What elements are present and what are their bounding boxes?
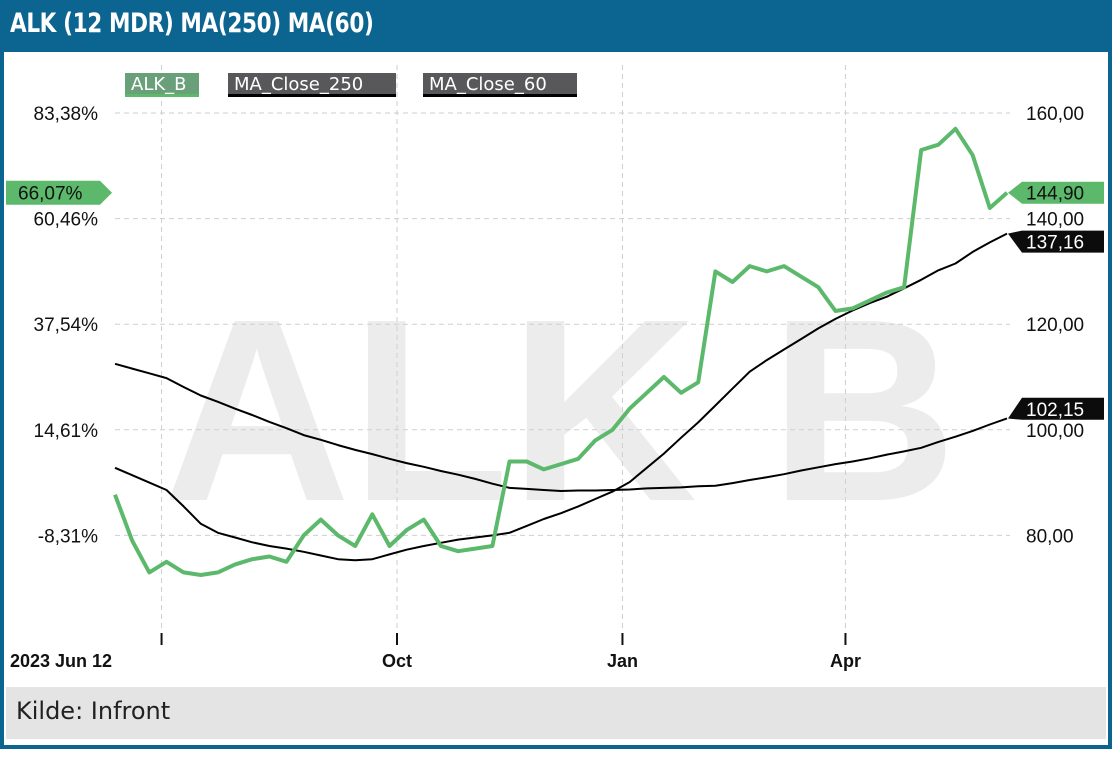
y-left-tick-label: 14,61% bbox=[34, 421, 99, 442]
watermark: ALK B bbox=[163, 266, 957, 556]
y-left-tick-label: 83,38% bbox=[34, 104, 99, 125]
chart-title: ALK (12 MDR) MA(250) MA(60) bbox=[10, 8, 374, 39]
last-pct-tag-bg bbox=[6, 180, 112, 205]
x-tick-label: Apr bbox=[830, 651, 861, 671]
y-right-tick-label: 140,00 bbox=[1026, 210, 1084, 231]
y-left-tick-label: 60,46% bbox=[34, 210, 99, 231]
chart-header: ALK (12 MDR) MA(250) MA(60) bbox=[0, 0, 1112, 52]
last-ma250-tag-bg bbox=[1008, 397, 1104, 420]
last-ma60-tag: 137,16 bbox=[1026, 233, 1084, 254]
last-pct-tag: 66,07% bbox=[18, 184, 83, 205]
last-price-tag: 144,90 bbox=[1026, 184, 1084, 205]
series-line-alk-b bbox=[113, 126, 1009, 577]
series-line-ma-close-250 bbox=[114, 362, 1008, 492]
footer: Kilde: Infront bbox=[6, 687, 1106, 739]
x-start-label: 2023 Jun 12 bbox=[10, 651, 112, 671]
x-tick-label: Jan bbox=[607, 651, 638, 671]
last-price-tag-bg bbox=[1008, 181, 1104, 204]
series-line-ma-close-60 bbox=[114, 232, 1008, 562]
y-right-tick-label: 100,00 bbox=[1026, 421, 1084, 442]
legend-alk-b[interactable]: ALK_B bbox=[125, 73, 199, 97]
y-left-tick-label: 37,54% bbox=[34, 315, 99, 336]
y-right-tick-label: 120,00 bbox=[1026, 315, 1084, 336]
y-right-tick-label: 80,00 bbox=[1026, 526, 1074, 547]
legend-ma-250[interactable]: MA_Close_250 bbox=[228, 73, 396, 97]
last-ma60-tag-bg bbox=[1008, 230, 1104, 253]
x-tick-label: Oct bbox=[382, 651, 412, 671]
source-label: Kilde: Infront bbox=[16, 697, 171, 725]
last-ma250-tag: 102,15 bbox=[1026, 400, 1084, 421]
y-right-tick-label: 160,00 bbox=[1026, 104, 1084, 125]
y-left-tick-label: -8,31% bbox=[38, 526, 98, 547]
legend-ma-60[interactable]: MA_Close_60 bbox=[423, 73, 577, 97]
